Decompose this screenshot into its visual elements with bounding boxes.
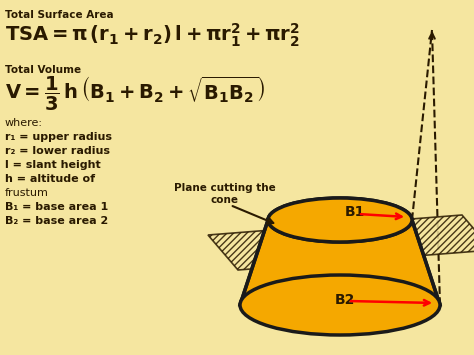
Text: r₂ = lower radius: r₂ = lower radius	[5, 146, 110, 156]
Text: B₂ = base area 2: B₂ = base area 2	[5, 216, 108, 226]
Text: Total Surface Area: Total Surface Area	[5, 10, 114, 20]
Text: h = altitude of: h = altitude of	[5, 174, 95, 184]
Text: $\mathbf{TSA = \pi\,(r_1 + r_2)\,l + \pi r_1^2 + \pi r_2^2}$: $\mathbf{TSA = \pi\,(r_1 + r_2)\,l + \pi…	[5, 22, 300, 49]
Polygon shape	[240, 220, 440, 305]
Text: B2: B2	[335, 293, 356, 307]
Polygon shape	[208, 215, 474, 270]
Text: B₁ = base area 1: B₁ = base area 1	[5, 202, 108, 212]
Text: $\mathbf{V = \dfrac{1}{3}\,h\,\left(B_1 + B_2 + \sqrt{B_1 B_2}\right)}$: $\mathbf{V = \dfrac{1}{3}\,h\,\left(B_1 …	[5, 75, 265, 113]
Ellipse shape	[240, 275, 440, 335]
Text: where:: where:	[5, 118, 43, 128]
Text: frustum: frustum	[5, 188, 49, 198]
Text: B1: B1	[345, 205, 365, 219]
Text: Total Volume: Total Volume	[5, 65, 81, 75]
Ellipse shape	[268, 198, 412, 242]
Text: Plane cutting the
cone: Plane cutting the cone	[174, 183, 276, 204]
Text: l = slant height: l = slant height	[5, 160, 101, 170]
Ellipse shape	[268, 198, 412, 242]
Text: r₁ = upper radius: r₁ = upper radius	[5, 132, 112, 142]
